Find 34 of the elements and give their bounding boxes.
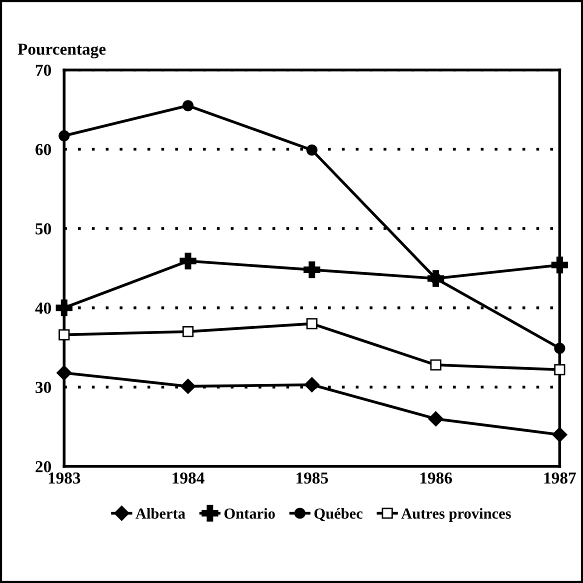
- x-tick-label: 1984: [172, 472, 204, 484]
- point: [430, 359, 442, 370]
- y-tick-label: 40: [35, 302, 51, 314]
- y-tick-label: 70: [36, 64, 51, 76]
- x-tick-label: 1985: [296, 472, 328, 484]
- point: [304, 377, 320, 392]
- point: [180, 252, 196, 270]
- point: [306, 318, 318, 330]
- point: [180, 378, 196, 394]
- y-tick-label: 50: [36, 223, 51, 234]
- legend-label: Québec: [314, 508, 362, 522]
- x-tick-label: 1987: [544, 472, 576, 484]
- x-tick-label: 1983: [48, 472, 80, 484]
- y-tick-label: 20: [36, 461, 51, 472]
- legend-label: Ontario: [224, 508, 275, 519]
- point: [56, 365, 72, 380]
- point: [304, 261, 320, 278]
- point: [58, 130, 70, 142]
- point: [58, 329, 70, 340]
- y-tick-label: 30: [36, 382, 51, 394]
- point: [554, 342, 566, 354]
- point: [552, 427, 568, 442]
- point: [306, 144, 318, 156]
- point: [182, 326, 194, 338]
- point: [182, 100, 194, 112]
- point: [428, 411, 444, 426]
- point: [551, 256, 568, 274]
- point: [554, 364, 566, 376]
- y-axis-title: Pourcentage: [18, 44, 106, 58]
- y-tick-label: 60: [36, 144, 51, 156]
- legend-label: Autres provinces: [401, 508, 511, 522]
- x-tick-label: 1986: [420, 472, 452, 484]
- legend-label: Alberta: [136, 508, 186, 519]
- point: [56, 299, 72, 316]
